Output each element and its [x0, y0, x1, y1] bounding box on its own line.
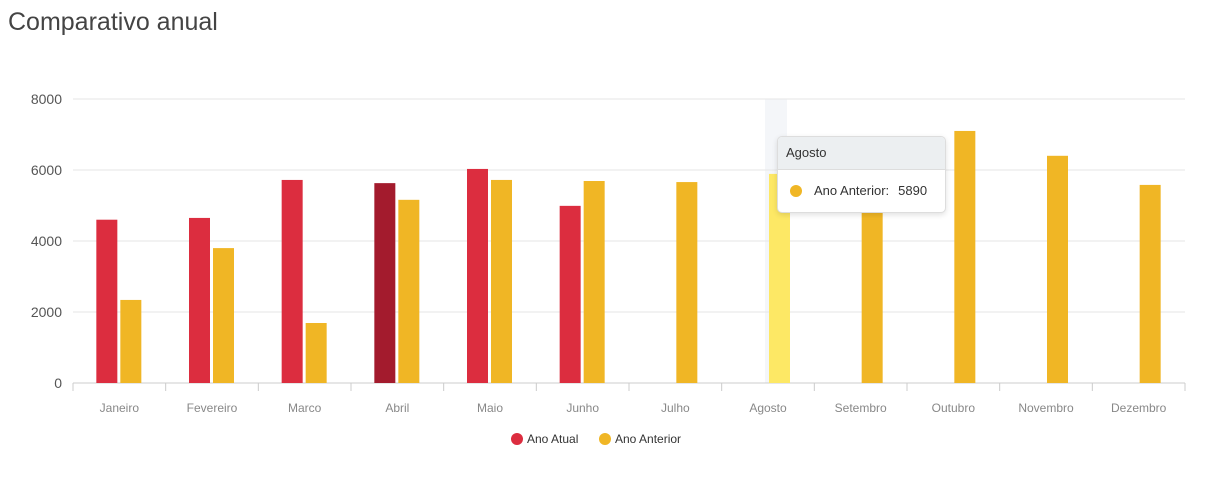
bar-ano-atual [96, 219, 118, 383]
legend-item[interactable]: Ano Atual [527, 432, 578, 446]
bar-ano-anterior [954, 130, 976, 383]
bar-ano-anterior [1139, 184, 1161, 383]
bar-ano-anterior [305, 323, 327, 383]
x-tick-label: Outubro [932, 401, 976, 415]
x-tick-label: Janeiro [100, 401, 140, 415]
y-tick-label: 6000 [31, 162, 62, 178]
x-tick-label: Novembro [1018, 401, 1074, 415]
bar-ano-anterior [120, 299, 142, 383]
bar-ano-anterior [676, 182, 698, 383]
bar-ano-atual [467, 168, 488, 383]
legend-marker-icon [599, 433, 611, 445]
x-tick-label: Abril [385, 401, 409, 415]
tooltip-dot-icon [790, 184, 802, 197]
tooltip-value: 5890 [898, 183, 928, 198]
y-tick-label: 8000 [31, 91, 62, 107]
y-tick-label: 0 [54, 375, 62, 391]
x-tick-label: Setembro [835, 401, 887, 415]
bar-ano-anterior [491, 179, 512, 383]
bar-ano-anterior [1047, 155, 1068, 383]
x-tick-label: Julho [661, 401, 690, 415]
bar-ano-anterior [861, 194, 883, 383]
chart-title: Comparativo anual [8, 8, 218, 36]
tooltip-title: Agosto [778, 137, 945, 170]
bar-ano-atual [189, 217, 210, 383]
x-tick-label: Agosto [749, 401, 787, 415]
bar-ano-anterior [213, 248, 234, 383]
tooltip-label: Ano Anterior: [814, 183, 890, 198]
x-tick-label: Dezembro [1111, 401, 1167, 415]
x-tick-label: Marco [288, 401, 322, 415]
x-tick-label: Junho [566, 401, 599, 415]
tooltip: Agosto Ano Anterior: 5890 [777, 136, 946, 213]
bar-ano-anterior [583, 181, 605, 383]
x-tick-label: Maio [477, 401, 503, 415]
y-tick-label: 4000 [31, 233, 62, 249]
legend-item[interactable]: Ano Anterior [615, 432, 681, 446]
bar-ano-atual [559, 205, 581, 383]
x-tick-label: Fevereiro [187, 401, 238, 415]
bar-ano-anterior [769, 173, 790, 383]
bar-ano-atual [374, 183, 396, 383]
bar-ano-anterior [398, 199, 420, 383]
bar-ano-atual [281, 179, 303, 383]
legend-marker-icon [511, 433, 523, 445]
y-tick-label: 2000 [31, 304, 62, 320]
